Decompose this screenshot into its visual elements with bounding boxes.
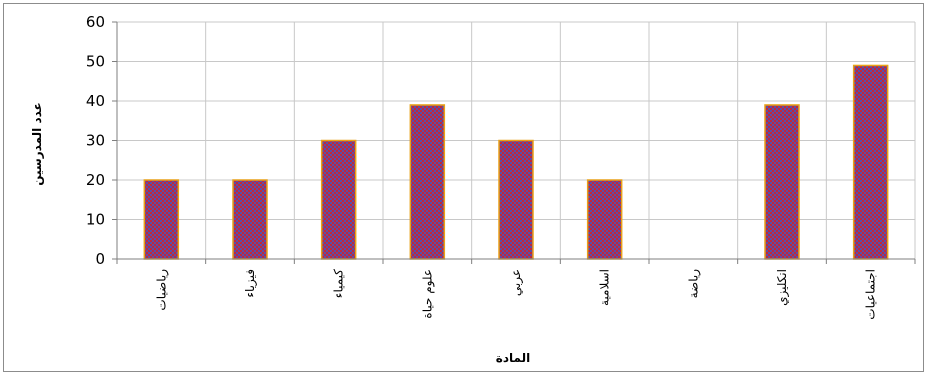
y-tick-label: 10: [86, 211, 105, 229]
x-tick-label: اسلامية: [598, 269, 612, 306]
bar-chart: 0 10 20 30 40 50 60 رياضيات فيزياء كيمياء علوم حي…: [30, 13, 916, 365]
y-tick-label: 50: [86, 53, 105, 71]
x-tick-label: عربي: [509, 269, 524, 296]
bar-9: [852, 64, 889, 260]
x-tick-label: كيمياء: [332, 269, 346, 298]
y-tick-label: 0: [95, 250, 105, 268]
x-tick-label: رياضيات: [154, 269, 169, 311]
bar-8: [764, 104, 800, 260]
bars: [143, 64, 889, 260]
x-tick-label: انكليزي: [775, 269, 790, 306]
bar-4: [409, 104, 446, 260]
bar-1: [143, 179, 180, 260]
x-tick-label: فيزياء: [243, 269, 258, 298]
y-axis-title: عدد المدرسين: [30, 102, 44, 185]
x-tick-label: اجتماعيات: [864, 269, 878, 320]
y-tick-label: 20: [86, 171, 105, 189]
y-tick-label: 30: [86, 132, 105, 150]
y-tick-label: 60: [86, 13, 105, 31]
bar-3: [320, 139, 357, 260]
x-tick-label: علوم حياة: [420, 269, 435, 319]
axes: [112, 21, 916, 264]
bar-2: [232, 179, 268, 260]
chart-frame: 0 10 20 30 40 50 60 رياضيات فيزياء كيمياء علوم حي…: [3, 3, 924, 372]
bar-5: [498, 139, 534, 260]
y-tick-labels: 0 10 20 30 40 50 60: [86, 13, 105, 268]
y-tick-label: 40: [86, 92, 105, 110]
bar-6: [586, 179, 623, 260]
x-tick-labels: رياضيات فيزياء كيمياء علوم حياة عربي اسلامية ر…: [154, 269, 877, 320]
x-axis-title: المادة: [496, 351, 530, 365]
x-tick-label: رياضة: [686, 269, 701, 299]
